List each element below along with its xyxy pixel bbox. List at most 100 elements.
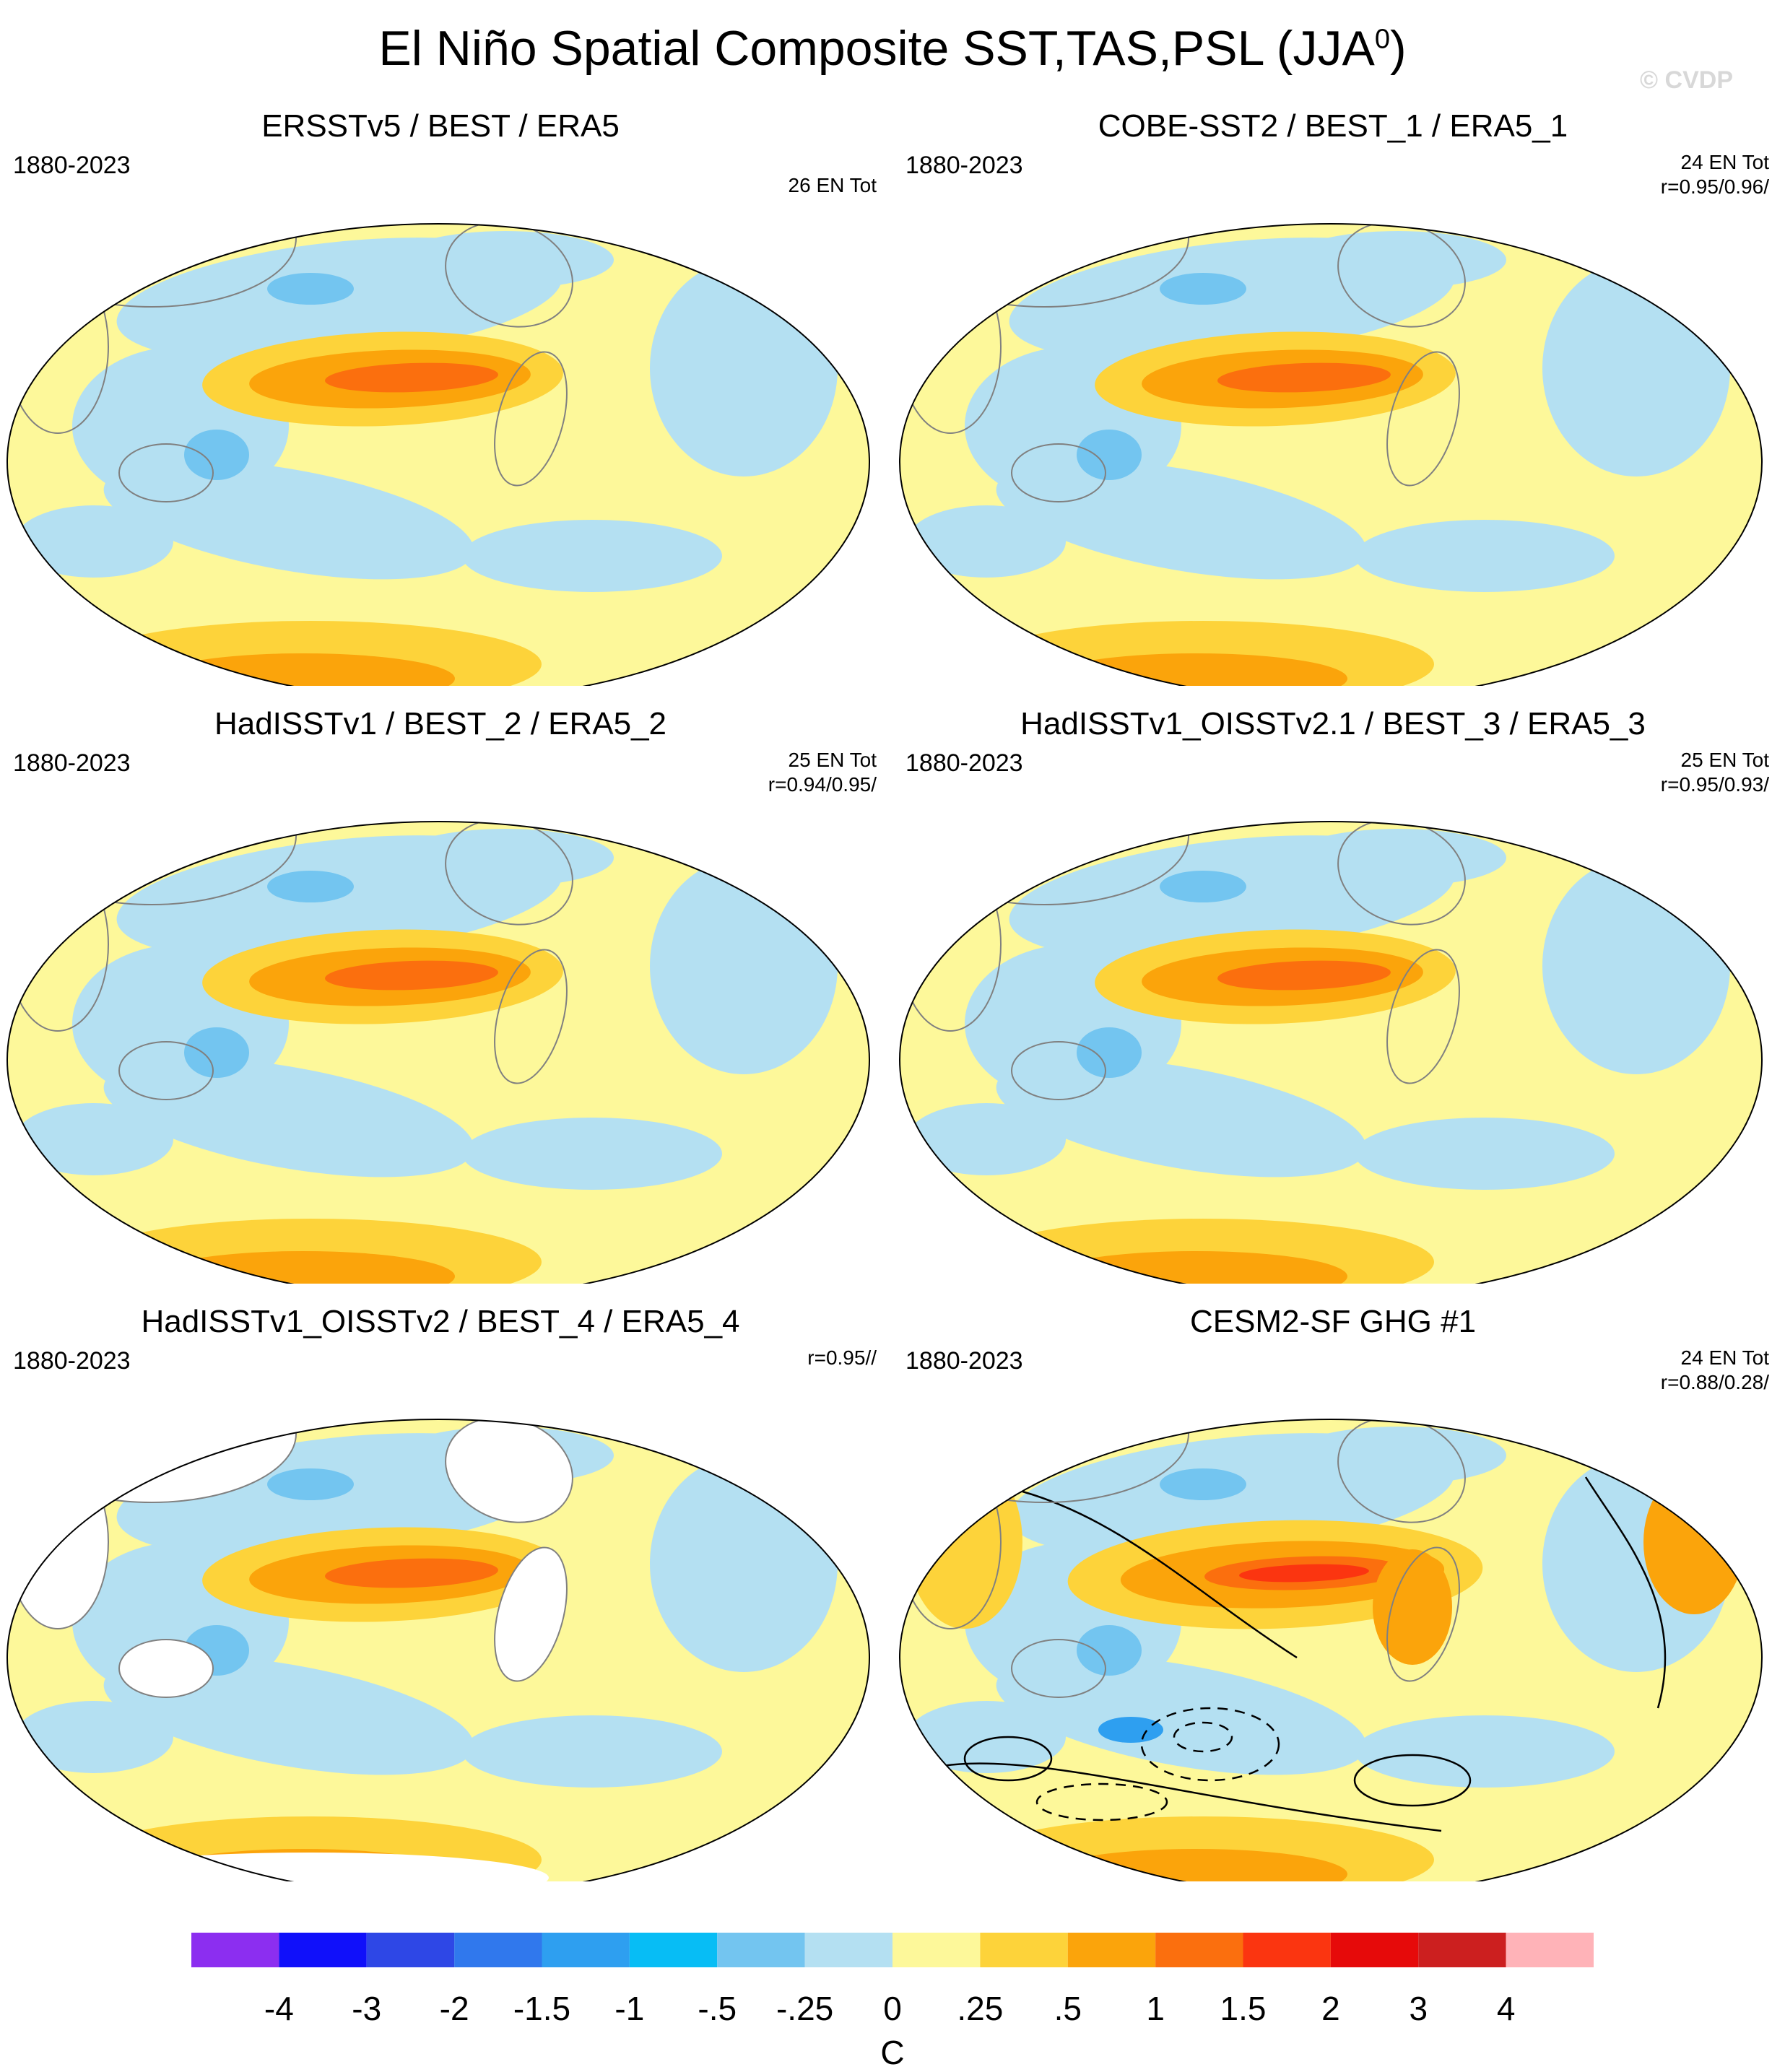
colorbar-tick-label: 1 — [1146, 1990, 1165, 2027]
australia-coastline — [1011, 443, 1106, 502]
map-fields — [900, 224, 1762, 686]
psl-contour-solid — [1022, 1490, 1298, 1659]
period-label: 1880-2023 — [13, 749, 131, 777]
coral-sea-cool-core — [1077, 430, 1142, 480]
australia-coastline — [1011, 1639, 1106, 1698]
arctic-cool-anomaly — [397, 231, 614, 289]
colorbar-swatch — [542, 1933, 630, 1967]
composite-map — [899, 223, 1763, 686]
south-america-coastline — [494, 949, 568, 1084]
south-atlantic-cool-anomaly — [462, 1715, 722, 1788]
colorbar-swatch — [1330, 1933, 1419, 1967]
map-fields — [900, 822, 1762, 1284]
psl-contour-solid — [942, 1762, 1442, 1832]
cvdp-watermark: © CVDP — [1640, 66, 1733, 94]
panel-title: COBE-SST2 / BEST_1 / ERA5_1 — [1098, 108, 1568, 144]
colorbar-swatch — [1067, 1933, 1156, 1967]
enso-warm-tongue-inner — [1217, 362, 1391, 393]
colorbar-tick-label: 0 — [883, 1990, 902, 2027]
colorbar-tick-label: 1.5 — [1220, 1990, 1267, 2027]
event-stats: 25 EN Tot r=0.94/0.95/ — [768, 749, 877, 796]
australia-coastline — [118, 1639, 214, 1698]
kuroshio-cool-core — [267, 1468, 354, 1500]
psl-contour-solid — [1584, 1476, 1667, 1709]
colorbar-unit: C — [880, 2034, 905, 2071]
north-atlantic-cool-anomaly — [650, 858, 838, 1074]
composite-map — [899, 821, 1763, 1284]
map-fields — [7, 822, 869, 1284]
event-stats: 24 EN Tot r=0.88/0.28/ — [1660, 1346, 1769, 1393]
psl-contour-dashed — [1140, 1707, 1280, 1782]
colorbar-swatch — [1418, 1933, 1506, 1967]
south-america-warm-anomaly — [1373, 1549, 1452, 1665]
psl-contour-solid — [1353, 1754, 1472, 1807]
arctic-cool-anomaly — [397, 829, 614, 887]
south-pacific-cool-anomaly — [996, 1655, 1367, 1775]
enso-warm-tongue-inner — [325, 362, 498, 393]
period-label: 1880-2023 — [13, 152, 131, 179]
colorbar-tick-label: .25 — [957, 1990, 1004, 2027]
figure-title: El Niño Spatial Composite SST,TAS,PSL (J… — [378, 21, 1407, 76]
colorbar-tick-label: -.25 — [776, 1990, 834, 2027]
enso-warm-tongue-core — [1239, 1564, 1369, 1583]
southern-ocean-cool-core — [1098, 1717, 1163, 1743]
indian-ocean-cool-anomaly — [907, 505, 1066, 578]
enso-warm-tongue-inner — [325, 1558, 498, 1588]
period-label: 1880-2023 — [905, 1347, 1023, 1375]
colorbar-tick-label: 3 — [1409, 1990, 1428, 2027]
kuroshio-cool-core — [1160, 871, 1246, 902]
colorbar-swatch — [1506, 1933, 1594, 1967]
north-atlantic-cool-anomaly — [650, 260, 838, 476]
eurasia-coastline — [900, 822, 1189, 905]
map-fields — [7, 224, 869, 686]
atlantic-warm-anomaly — [1643, 1470, 1745, 1614]
colorbar-swatch — [892, 1933, 981, 1967]
eurasia-coastline — [7, 1419, 297, 1503]
enso-warm-tongue-inner — [1217, 960, 1391, 991]
antarctic-warm-core — [152, 653, 455, 686]
map-panel-cesm2-sf-ghg: CESM2-SF GHG #1 1880-2023 24 EN Tot r=0.8… — [892, 1304, 1773, 1881]
map-panel-cobe-sst2: COBE-SST2 / BEST_1 / ERA5_1 1880-2023 24… — [892, 108, 1773, 686]
antarctic-warm-core — [152, 1251, 455, 1284]
panel-title: CESM2-SF GHG #1 — [1189, 1304, 1477, 1339]
map-border — [6, 1419, 870, 1881]
australia-land-mask — [119, 1640, 213, 1697]
map-border — [899, 821, 1763, 1284]
panel-title: HadISSTv1_OISSTv2.1 / BEST_3 / ERA5_3 — [1020, 706, 1646, 741]
indian-ocean-cool-anomaly — [14, 1103, 173, 1175]
south-pacific-cool-anomaly — [996, 460, 1367, 580]
south-america-coastline — [1386, 351, 1460, 487]
period-label: 1880-2023 — [905, 152, 1023, 179]
colorbar-tick-label: -4 — [264, 1990, 294, 2027]
panel-title: HadISSTv1 / BEST_2 / ERA5_2 — [214, 706, 667, 741]
map-fields — [7, 1419, 869, 1881]
colorbar-tick-label: -2 — [439, 1990, 469, 2027]
australia-coastline — [118, 1041, 214, 1100]
indian-ocean-cool-anomaly — [14, 1701, 173, 1773]
coral-sea-cool-core — [184, 430, 249, 480]
colorbar-swatch — [454, 1933, 542, 1967]
map-panel-ersstv5: ERSSTv5 / BEST / ERA5 1880-2023 26 EN To… — [0, 108, 881, 686]
north-atlantic-cool-anomaly — [650, 1455, 838, 1672]
colorbar-swatch — [191, 1933, 279, 1967]
antarctic-warm-core — [1044, 1849, 1347, 1881]
map-border — [6, 821, 870, 1284]
south-atlantic-cool-anomaly — [1355, 520, 1615, 592]
map-border — [6, 223, 870, 686]
south-atlantic-cool-anomaly — [1355, 1118, 1615, 1190]
colorbar-tick-label: 4 — [1496, 1990, 1516, 2027]
composite-map — [899, 1419, 1763, 1881]
eurasia-land-mask — [7, 1419, 296, 1502]
arctic-cool-anomaly — [1290, 1427, 1506, 1484]
south-america-coastline — [494, 351, 568, 487]
australia-coastline — [1011, 1041, 1106, 1100]
colorbar-swatch — [1155, 1933, 1243, 1967]
event-stats: 25 EN Tot r=0.95/0.93/ — [1660, 749, 1769, 796]
composite-map — [6, 821, 870, 1284]
kuroshio-cool-core — [1160, 273, 1246, 305]
south-pacific-cool-anomaly — [103, 460, 474, 580]
map-fields — [900, 1419, 1762, 1881]
event-stats: 24 EN Tot r=0.95/0.96/ — [1660, 151, 1769, 198]
south-atlantic-cool-anomaly — [462, 1118, 722, 1190]
psl-contour-solid — [963, 1736, 1053, 1782]
